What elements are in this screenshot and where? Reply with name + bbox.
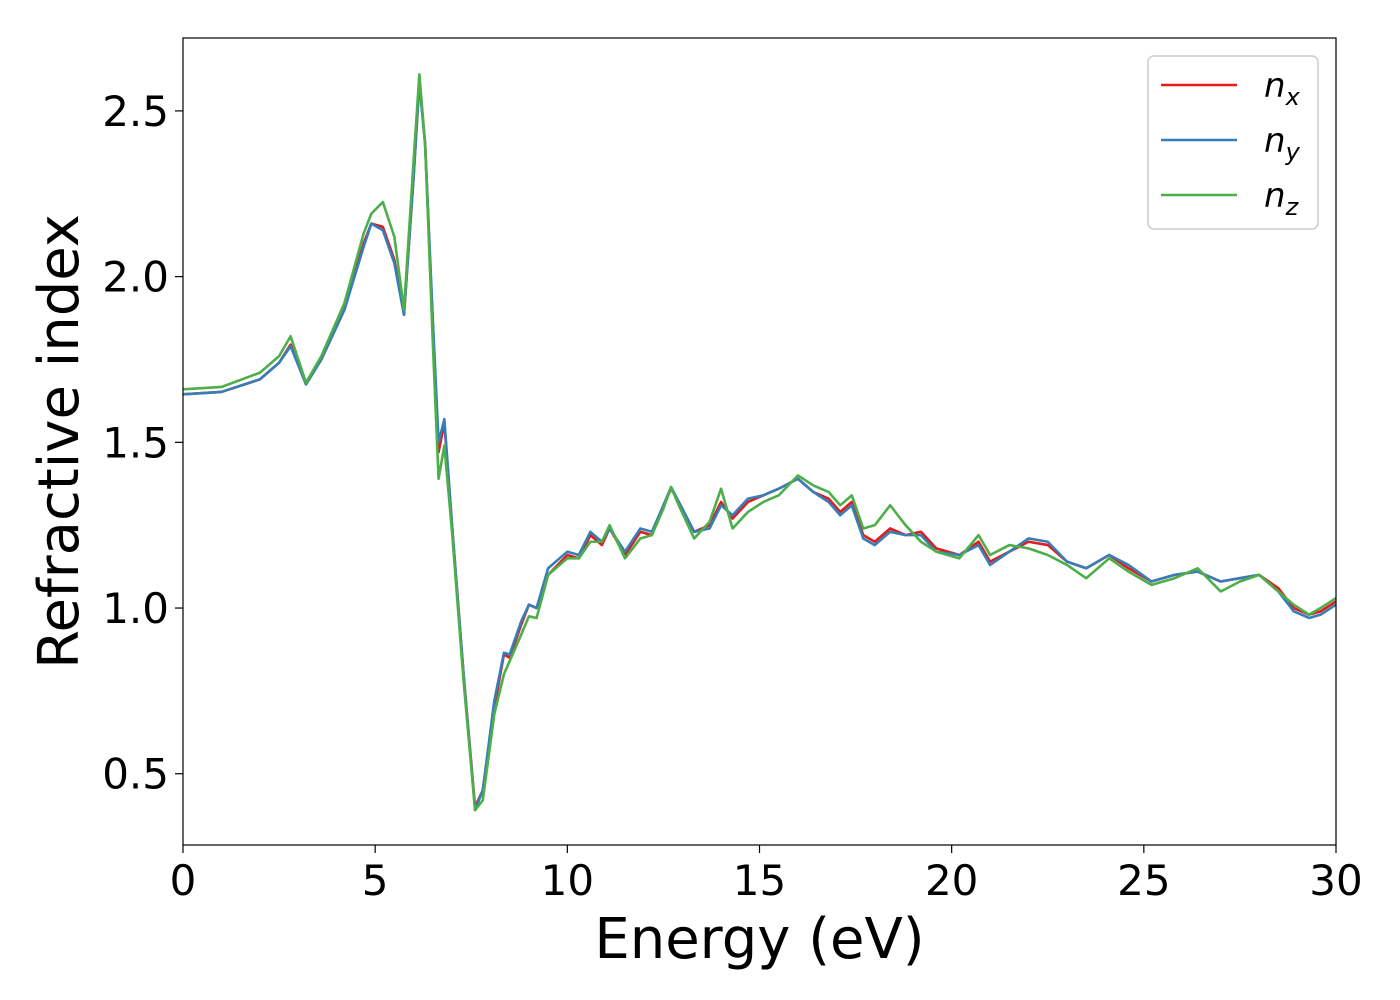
x-tick-label: 0 <box>170 856 197 905</box>
x-axis-title: Energy (eV) <box>594 907 924 972</box>
legend-label-z: nz <box>1264 176 1300 221</box>
legend-label-y: ny <box>1264 121 1301 166</box>
x-tick-label: 30 <box>1309 856 1362 905</box>
x-tick-label: 5 <box>362 856 389 905</box>
x-tick-label: 25 <box>1117 856 1170 905</box>
x-tick-label: 20 <box>925 856 978 905</box>
y-tick-label: 1.5 <box>102 418 169 467</box>
legend-label-base: n <box>1264 66 1286 106</box>
y-tick-label: 2.0 <box>102 253 169 302</box>
series-layer <box>182 73 1337 812</box>
legend-label-base: n <box>1264 121 1286 161</box>
x-axis-ticks: 0 5 10 15 20 25 30 <box>170 845 1363 905</box>
legend-label-subscript: z <box>1285 193 1300 221</box>
legend-box <box>1147 55 1319 230</box>
legend-label-subscript: x <box>1285 83 1301 111</box>
legend-label-base: n <box>1264 176 1286 216</box>
y-tick-label: 0.5 <box>102 750 169 799</box>
series-line-z <box>182 73 1337 812</box>
y-tick-label: 2.5 <box>102 87 169 136</box>
y-tick-label: 1.0 <box>102 584 169 633</box>
x-tick-label: 10 <box>541 856 594 905</box>
y-axis-title: Refractive index <box>27 214 92 669</box>
y-axis-ticks: 0.5 1.0 1.5 2.0 2.5 <box>102 87 183 799</box>
x-tick-label: 15 <box>733 856 786 905</box>
legend-label-subscript: y <box>1285 138 1301 166</box>
legend-label-x: nx <box>1264 66 1301 111</box>
